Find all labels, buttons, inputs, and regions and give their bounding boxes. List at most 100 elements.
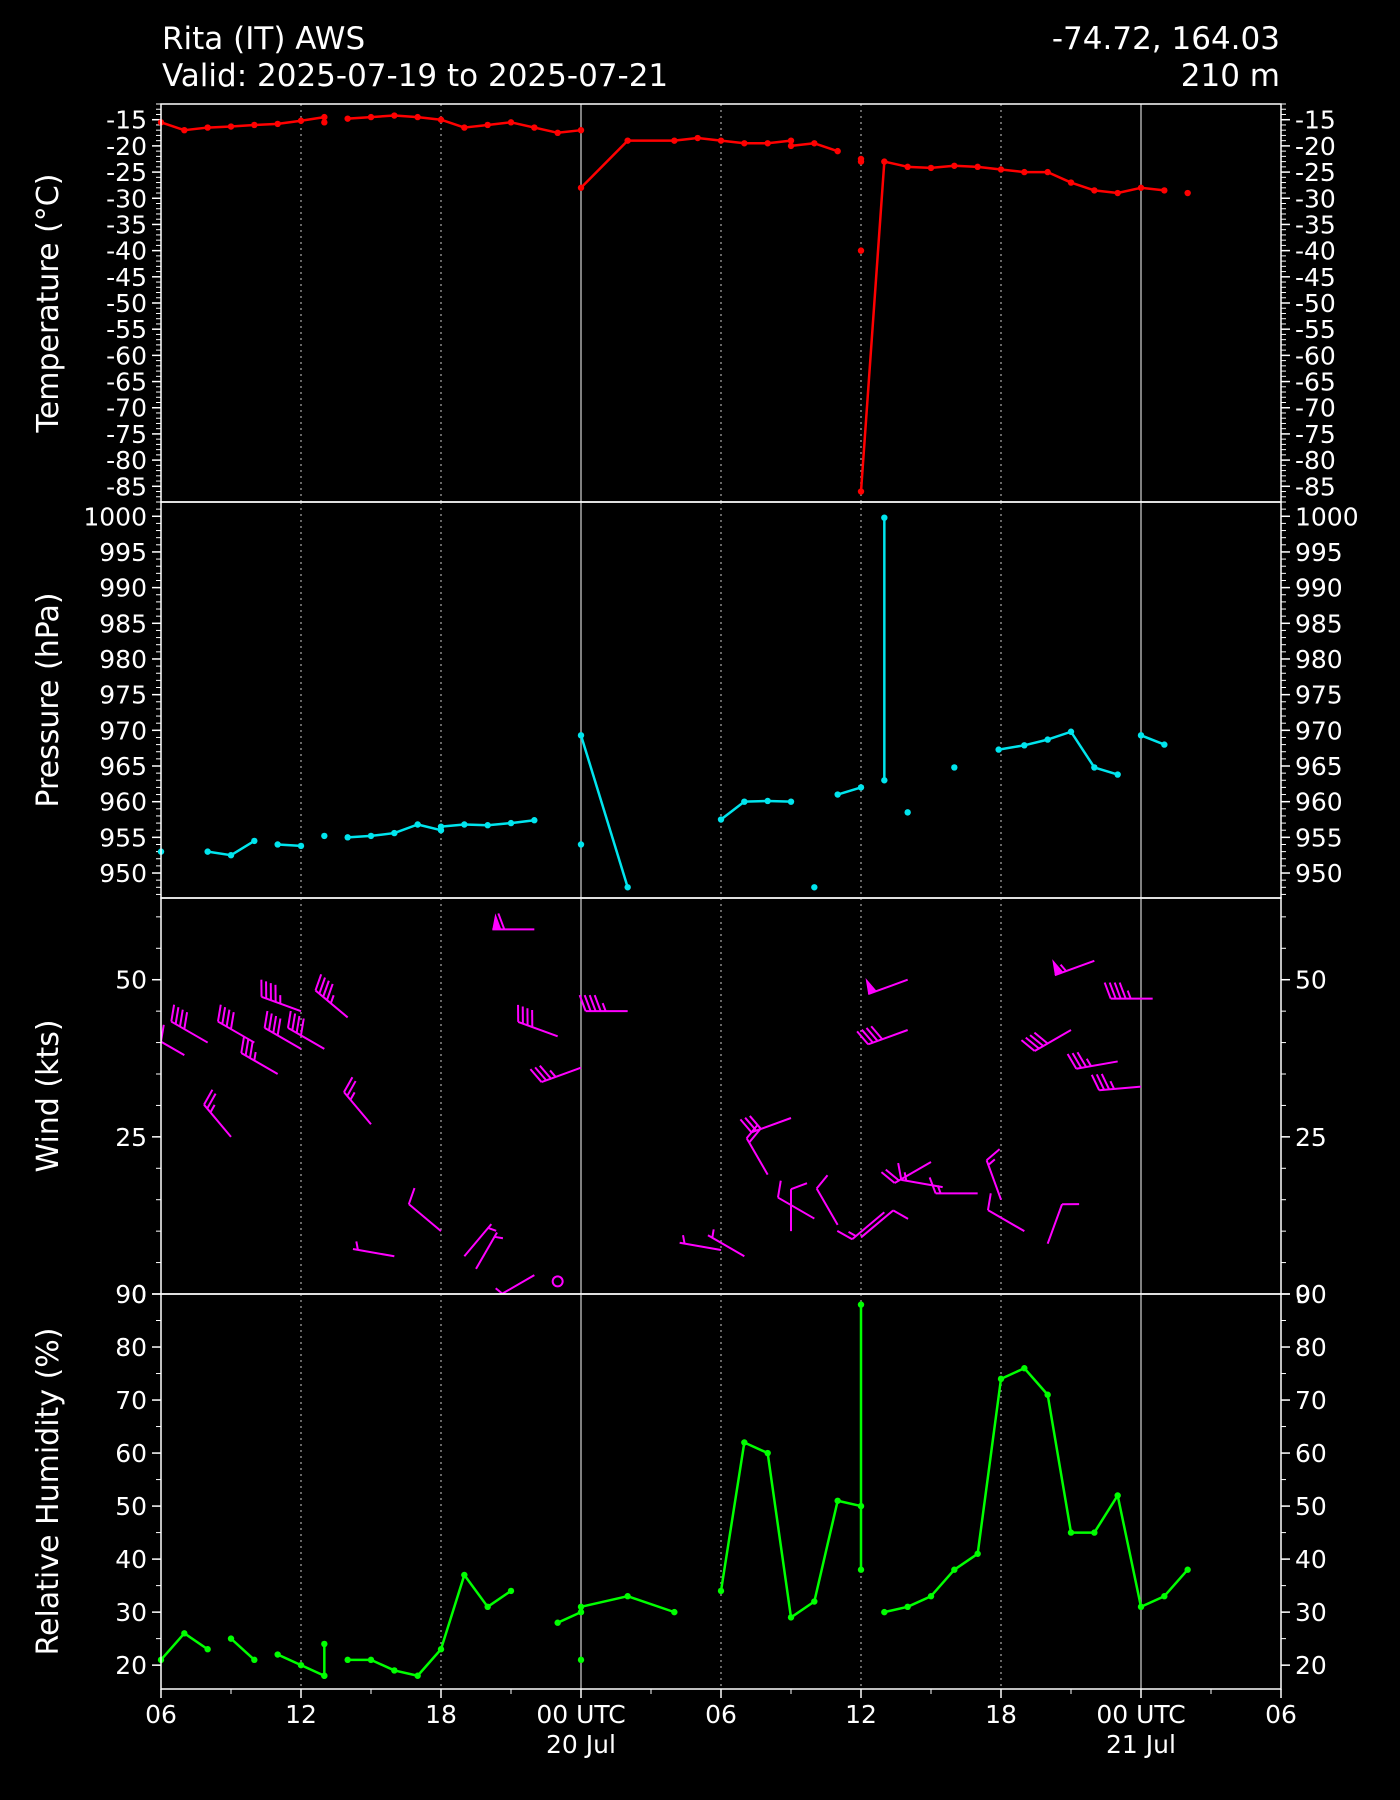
humidity-ytick-label: 40 — [1295, 1545, 1327, 1574]
wind-barb-half — [1126, 990, 1132, 999]
pressure-data-point — [227, 851, 235, 859]
wind-barb-full — [985, 1148, 1001, 1162]
pressure-data-point — [1067, 728, 1075, 735]
humidity-data-point — [857, 1301, 865, 1308]
humidity-data-point — [951, 1566, 958, 1573]
wind-barb-staff — [161, 945, 162, 969]
temperature-ytick-label: -80 — [106, 446, 147, 475]
humidity-data-point — [554, 1619, 561, 1626]
chart-header: Rita (IT) AWS Valid: 2025-07-19 to 2025-… — [0, 0, 1400, 100]
wind-barb — [286, 1010, 325, 1050]
humidity-data-point — [764, 1449, 771, 1457]
humidity-ytick-label: 50 — [1295, 1492, 1327, 1521]
pressure-ytick-label: 1000 — [83, 502, 147, 531]
wind-barb-full — [517, 1004, 520, 1022]
wind-barb — [492, 913, 535, 931]
wind-barb-staff — [851, 1211, 885, 1241]
wind-barb — [815, 1174, 839, 1226]
pressure-ytick-label: 970 — [1295, 716, 1343, 745]
pressure-data-point — [297, 842, 305, 850]
temperature-data-point — [274, 120, 281, 128]
wind-barb — [475, 1231, 504, 1270]
wind-barb-full — [531, 1009, 534, 1028]
temperature-data-point — [974, 163, 981, 171]
wind-barb-half — [936, 1185, 942, 1194]
temperature-ytick-label: -75 — [106, 420, 147, 449]
wind-barb-full — [272, 1015, 278, 1034]
temperature-ytick-label: -20 — [1295, 132, 1336, 161]
pressure-ytick-label: 985 — [1295, 609, 1343, 638]
wind-barb-staff — [707, 1234, 745, 1258]
temperature-data-point — [881, 158, 888, 165]
humidity-data-point — [811, 1598, 818, 1605]
temperature-data-point — [787, 142, 795, 150]
wind-barb-half — [209, 1104, 216, 1113]
wind-barb-full — [1020, 1039, 1036, 1052]
temperature-ytick-label: -20 — [106, 132, 147, 161]
pressure-ytick-label: 950 — [99, 859, 147, 888]
wind-barb-full — [318, 977, 326, 994]
humidity-ytick-label: 20 — [115, 1651, 147, 1680]
wind-barb — [776, 1180, 815, 1220]
pressure-data-point — [857, 784, 865, 791]
temperature-data-point — [461, 124, 468, 131]
x-tick-label: 12 — [845, 1700, 877, 1729]
temperature-ytick-label: -45 — [1295, 263, 1336, 292]
temperature-data-point — [811, 140, 818, 147]
wind-barb-full — [216, 1004, 222, 1022]
pressure-data-point — [437, 823, 445, 830]
humidity-data-point — [974, 1550, 981, 1557]
wind-barb — [745, 1124, 769, 1176]
wind-barb-full — [856, 1030, 869, 1046]
wind-barb — [263, 1010, 302, 1050]
wind-barb-flag — [125, 932, 141, 950]
wind-barb-full — [1095, 1073, 1106, 1091]
temperature-ytick-label: -25 — [1295, 158, 1336, 187]
wind-barb-full — [174, 1007, 180, 1025]
wind-barb-full — [276, 1018, 282, 1036]
wind-barb-full — [1103, 982, 1112, 999]
wind-barb-staff — [352, 1248, 395, 1258]
wind-barb-staff — [867, 978, 909, 996]
valid-range: Valid: 2025-07-19 to 2025-07-21 — [162, 58, 669, 94]
wind-barb — [578, 994, 628, 1013]
humidity-data-point — [391, 1667, 398, 1674]
wind-barb-full — [183, 1012, 189, 1030]
temperature-ytick-label: -35 — [1295, 210, 1336, 239]
wind-barb-full — [1113, 982, 1122, 999]
wind-barb — [897, 1162, 943, 1189]
temperature-ytick-label: -30 — [106, 184, 147, 213]
wind-barb-full — [578, 994, 587, 1012]
wind-barb-full — [588, 994, 597, 1012]
temperature-ytick-label: -60 — [1295, 341, 1336, 370]
humidity-series-line — [719, 1441, 862, 1619]
humidity-ytick-label: 20 — [1295, 1651, 1327, 1680]
temperature-data-point — [577, 184, 585, 191]
wind-barb — [529, 1065, 582, 1084]
wind-barb — [790, 1182, 808, 1232]
wind-barb-staff — [1034, 1029, 1072, 1052]
pressure-data-point — [577, 732, 585, 739]
humidity-ylabel: Relative Humidity (%) — [31, 1328, 66, 1656]
wind-barb-staff — [985, 1159, 1002, 1201]
humidity-ytick-label: 60 — [115, 1439, 147, 1468]
pressure-data-point — [251, 837, 258, 845]
wind-barb-full — [295, 1015, 301, 1034]
temperature-data-point — [227, 123, 235, 130]
pressure-ytick-label: 990 — [1295, 574, 1343, 603]
wind-barb-full — [497, 913, 506, 930]
wind-barb-staff — [517, 1020, 559, 1038]
temperature-data-point — [857, 158, 865, 165]
wind-barb — [986, 1193, 1025, 1233]
pressure-data-point — [577, 841, 585, 848]
wind-barb-full — [244, 1038, 250, 1056]
wind-barb-half — [495, 1287, 503, 1294]
wind-barb — [517, 1004, 559, 1038]
pressure-ytick-label: 975 — [1295, 681, 1343, 710]
humidity-data-point — [367, 1656, 375, 1664]
wind-ylabel: Wind (kts) — [31, 1019, 66, 1172]
temperature-ytick-label: -50 — [106, 289, 147, 318]
wind-barb — [928, 1177, 978, 1195]
wind-barb-staff — [815, 1187, 839, 1226]
wind-barb-staff — [1054, 959, 1095, 977]
